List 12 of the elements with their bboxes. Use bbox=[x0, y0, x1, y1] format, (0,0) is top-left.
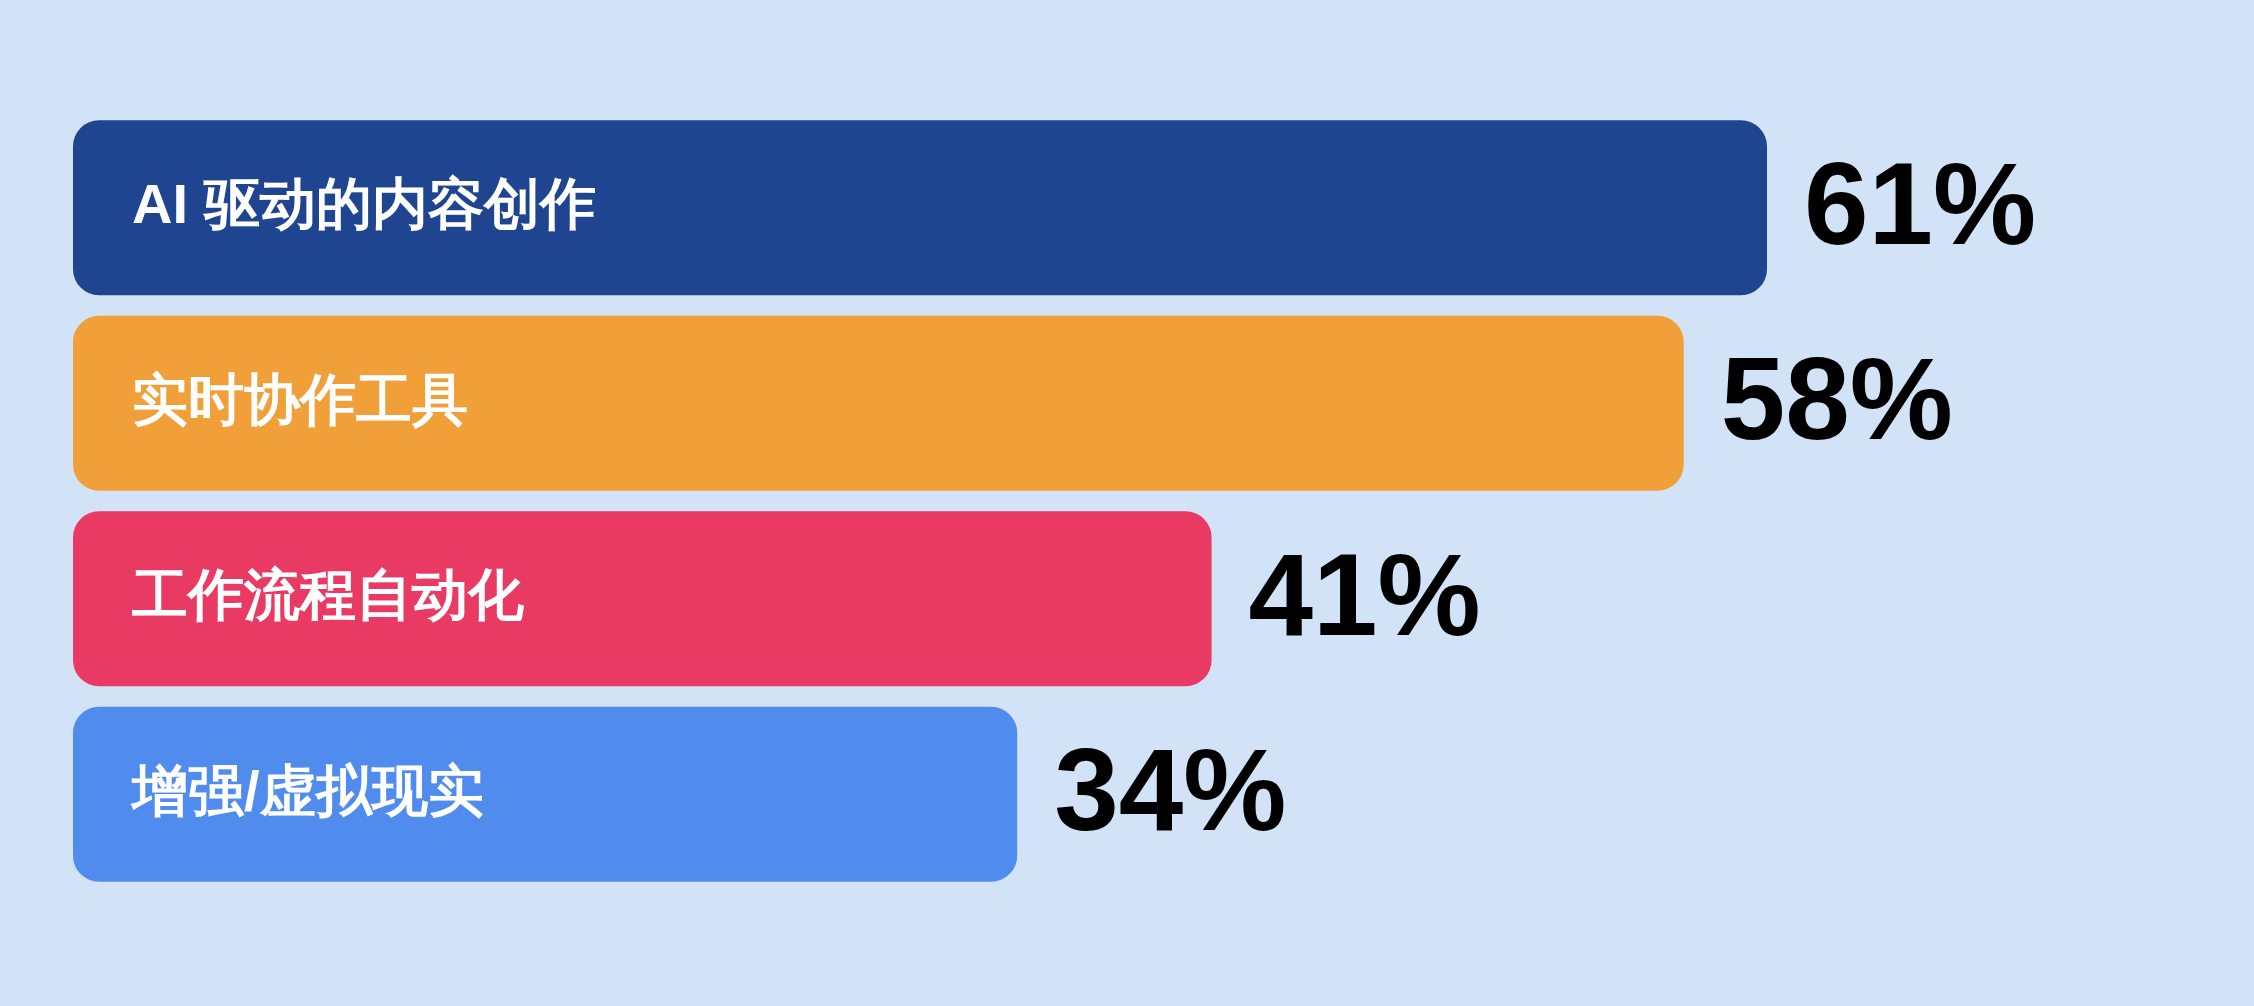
bar bbox=[73, 706, 1018, 882]
data-label: 41% bbox=[1248, 529, 1481, 660]
bar bbox=[73, 511, 1212, 687]
y-tick-label: 工作流程自动化 bbox=[132, 563, 525, 627]
data-label: 61% bbox=[1804, 138, 2037, 269]
data-label: 34% bbox=[1054, 725, 1287, 856]
data-label: 58% bbox=[1720, 334, 1953, 465]
y-tick-label: AI 驱动的内容创作 bbox=[132, 172, 596, 236]
bar bbox=[73, 120, 1767, 296]
bar bbox=[73, 315, 1684, 491]
y-tick-label: 实时协作工具 bbox=[132, 367, 468, 431]
y-tick-label: 增强/虚拟现实 bbox=[130, 758, 484, 822]
